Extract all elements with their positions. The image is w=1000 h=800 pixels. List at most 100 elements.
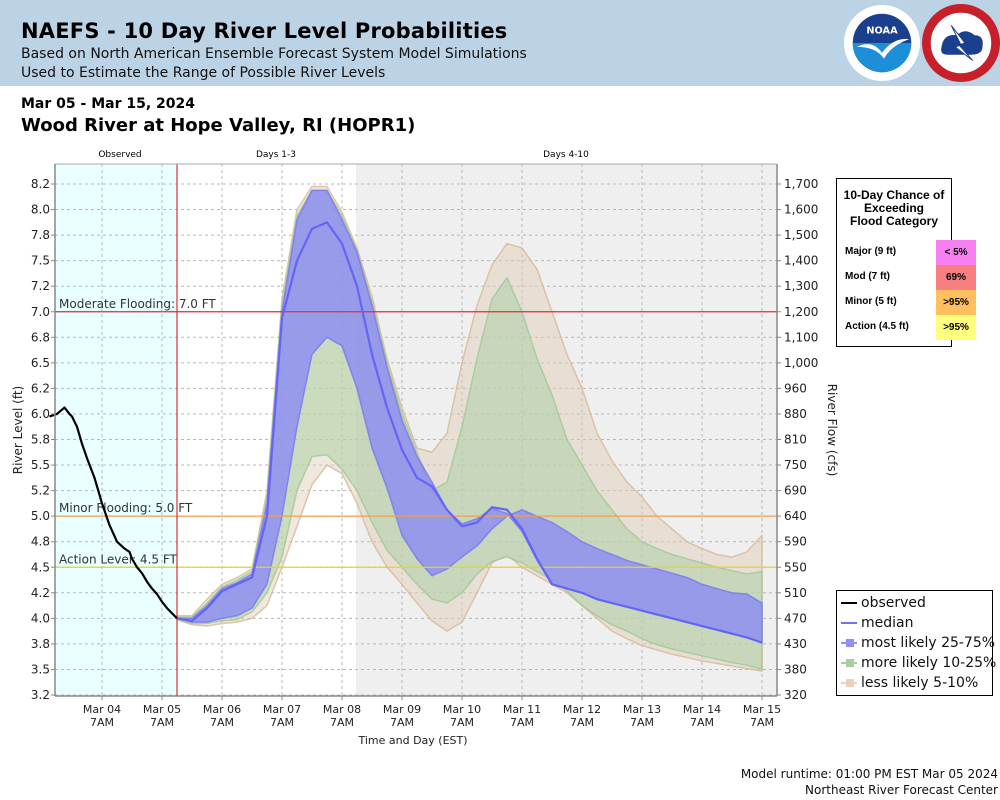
threshold-label: Moderate Flooding: 7.0 FT (59, 297, 216, 311)
period-label: Days 4-10 (543, 150, 589, 160)
y-tick-label-left: 7.5 (31, 254, 50, 268)
flood-row-minor: Minor (5 ft) >95% (837, 290, 976, 315)
legend-label: observed (861, 595, 926, 611)
y-tick-label-right: 1,000 (784, 356, 818, 370)
most-likely-band (176, 189, 763, 644)
threshold-label: Minor Flooding: 5.0 FT (59, 501, 193, 515)
model-runtime: Model runtime: 01:00 PM EST Mar 05 2024 (740, 767, 998, 781)
x-tick-label-day: Mar 13 (623, 703, 661, 716)
y-tick-label-left: 5.8 (31, 433, 50, 447)
y-tick-label-right: 1,300 (784, 279, 818, 293)
y-tick-label-right: 960 (784, 381, 807, 395)
y-tick-label-left: 6.0 (31, 407, 50, 421)
flood-row-label: Mod (7 ft) (845, 271, 890, 282)
page-subtitle-2: Used to Estimate the Range of Possible R… (21, 65, 386, 81)
forecast-center: Northeast River Forecast Center (805, 783, 998, 797)
flood-row-label: Minor (5 ft) (845, 296, 897, 307)
y-tick-label-right: 750 (784, 458, 807, 472)
x-tick-label-time: 7AM (630, 716, 654, 729)
flood-row-major: Major (9 ft) < 5% (837, 240, 976, 265)
y-tick-label-right: 810 (784, 433, 807, 447)
y-tick-label-left: 7.2 (31, 279, 50, 293)
x-tick-label-time: 7AM (690, 716, 714, 729)
y-tick-label-right: 640 (784, 509, 807, 523)
y-tick-label-right: 320 (784, 688, 807, 702)
flood-row-value: >95% (936, 290, 976, 315)
station-title: Wood River at Hope Valley, RI (HOPR1) (21, 115, 416, 136)
legend-label: median (861, 615, 914, 631)
page-title: NAEFS - 10 Day River Level Probabilities (21, 19, 508, 43)
legend-label: less likely 5-10% (861, 675, 979, 691)
y-tick-label-left: 5.5 (31, 458, 50, 472)
flood-table-title: 10-Day Chance of Exceeding Flood Categor… (837, 189, 951, 228)
nws-logo-icon (922, 4, 1000, 82)
y-tick-label-left: 6.8 (31, 330, 50, 344)
observed-line-icon (841, 602, 857, 604)
flood-row-value: 69% (936, 265, 976, 290)
y-tick-label-left: 5.2 (31, 484, 50, 498)
y-tick-label-left: 3.2 (31, 688, 50, 702)
flood-row-label: Major (9 ft) (845, 246, 897, 257)
x-tick-label-time: 7AM (90, 716, 114, 729)
x-tick-label-time: 7AM (750, 716, 774, 729)
x-tick-label-day: Mar 12 (563, 703, 601, 716)
x-tick-label-day: Mar 08 (323, 703, 361, 716)
more-likely-box-icon (846, 659, 854, 667)
chart-axes: Observed Days 1-3 Days 4-10 8.2 1,700 8.0 1,60… (11, 150, 839, 747)
flood-row-moderate: Mod (7 ft) 69% (837, 265, 976, 290)
median-line (176, 221, 763, 644)
observed-line (49, 406, 178, 620)
x-tick-label-time: 7AM (150, 716, 174, 729)
x-tick-label-day: Mar 05 (143, 703, 181, 716)
y-tick-label-right: 470 (784, 611, 807, 625)
noaa-logo-icon: NOAA (843, 4, 921, 82)
x-tick-label-time: 7AM (450, 716, 474, 729)
y-tick-label-left: 5.0 (31, 509, 50, 523)
x-tick-label-time: 7AM (210, 716, 234, 729)
y-tick-label-right: 1,700 (784, 177, 818, 191)
probability-bands (176, 185, 763, 672)
x-tick-label-time: 7AM (510, 716, 534, 729)
legend-label: most likely 25-75% (861, 635, 996, 651)
y-axis-title-left: River Level (ft) (11, 386, 25, 474)
y-tick-label-right: 550 (784, 560, 807, 574)
y-tick-label-left: 3.8 (31, 637, 50, 651)
y-tick-label-left: 8.0 (31, 203, 50, 217)
flood-table-title-line: Flood Category (849, 214, 938, 228)
date-range: Mar 05 - Mar 15, 2024 (21, 96, 195, 112)
chart-legend: observed median most likely 25-75% more … (836, 590, 997, 696)
x-tick-label-time: 7AM (390, 716, 414, 729)
y-tick-label-right: 430 (784, 637, 807, 651)
y-tick-label-right: 690 (784, 484, 807, 498)
y-tick-label-left: 4.8 (31, 535, 50, 549)
x-axis-title: Time and Day (EST) (357, 734, 467, 747)
y-axis-title-right: River Flow (cfs) (825, 384, 839, 477)
noaa-logo-text: NOAA (866, 25, 898, 36)
x-tick-label-day: Mar 11 (503, 703, 541, 716)
x-tick-label-day: Mar 09 (383, 703, 421, 716)
period-label: Days 1-3 (256, 150, 296, 160)
y-tick-label-right: 1,600 (784, 203, 818, 217)
x-tick-label-day: Mar 04 (83, 703, 121, 716)
y-tick-label-left: 8.2 (31, 177, 50, 191)
flood-row-action: Action (4.5 ft) >95% (837, 315, 976, 340)
y-tick-label-left: 4.0 (31, 611, 50, 625)
flood-thresholds: Moderate Flooding: 7.0 FT Minor Flooding:… (55, 164, 777, 696)
x-tick-label-day: Mar 07 (263, 703, 301, 716)
flood-table-title-line: 10-Day Chance of (843, 188, 945, 202)
x-tick-label-time: 7AM (570, 716, 594, 729)
y-tick-label-right: 1,400 (784, 254, 818, 268)
period-label: Observed (98, 150, 141, 160)
flood-probability-table: 10-Day Chance of Exceeding Flood Categor… (836, 178, 976, 347)
page-subtitle-1: Based on North American Ensemble Forecas… (21, 46, 527, 62)
y-tick-label-left: 6.2 (31, 381, 50, 395)
y-tick-label-right: 1,500 (784, 228, 818, 242)
flood-table-title-line: Exceeding (863, 201, 925, 215)
legend-label: more likely 10-25% (861, 655, 997, 671)
x-tick-label-day: Mar 06 (203, 703, 241, 716)
x-tick-label-day: Mar 15 (743, 703, 781, 716)
y-tick-label-left: 4.2 (31, 586, 50, 600)
y-tick-label-left: 7.0 (31, 305, 50, 319)
y-tick-label-left: 4.5 (31, 560, 50, 574)
